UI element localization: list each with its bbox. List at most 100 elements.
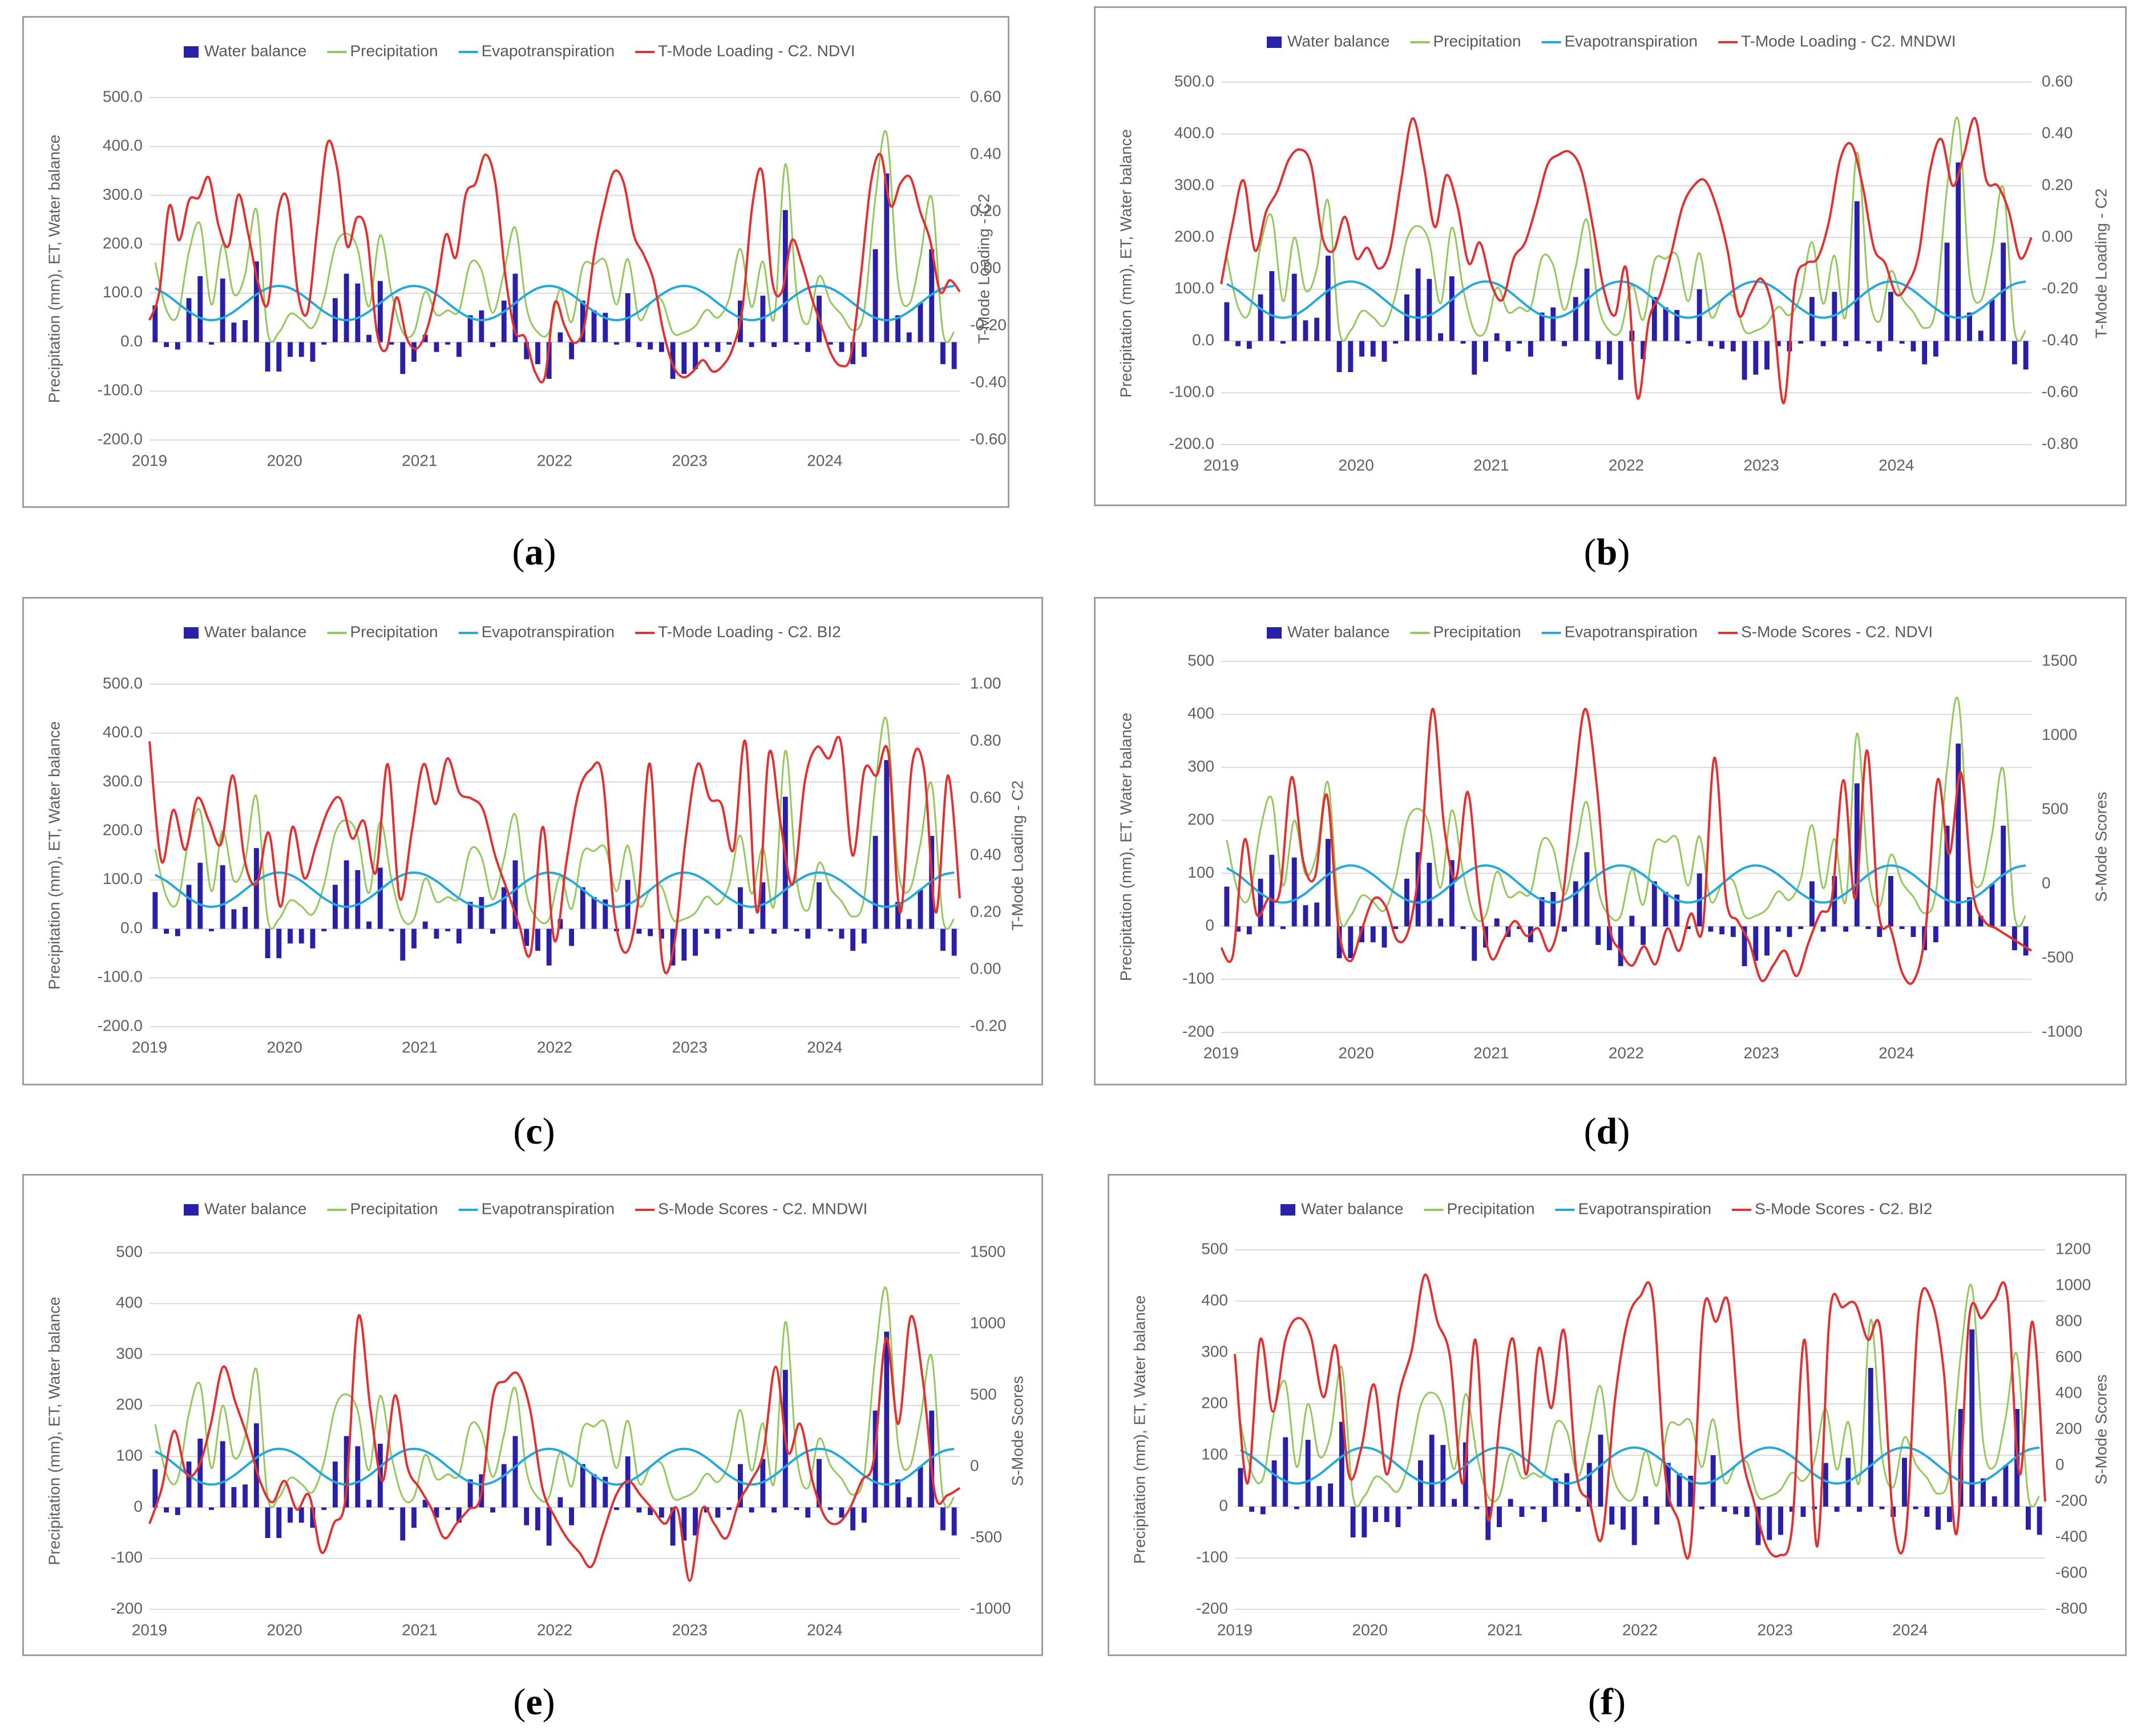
- water-balance-bar: [197, 862, 203, 929]
- water-balance-bar: [1359, 341, 1364, 357]
- water-balance-bar: [1899, 341, 1905, 344]
- x-tick-label: 2024: [807, 451, 842, 469]
- water-balance-bar: [253, 261, 259, 342]
- chart-svg-e: 5004003002001000-100-200150010005000-500…: [45, 1200, 1026, 1638]
- water-balance-bar: [512, 860, 518, 929]
- water-balance-bar: [839, 342, 845, 352]
- water-balance-bar: [1991, 1496, 1997, 1507]
- water-balance-bar: [535, 1507, 540, 1531]
- water-balance-bar: [591, 310, 597, 342]
- water-balance-bar: [2011, 926, 2017, 951]
- water-balance-bar: [1460, 341, 1466, 344]
- water-balance-bar: [918, 303, 923, 342]
- legend-water-balance-swatch: [184, 627, 199, 639]
- x-tick-label: 2019: [1217, 1621, 1253, 1638]
- y-tick-label: 0.0: [120, 919, 143, 936]
- water-balance-bar: [479, 310, 484, 342]
- water-balance-bar: [1415, 268, 1421, 341]
- x-tick-label: 2022: [1622, 1621, 1658, 1638]
- water-balance-bar: [298, 1507, 304, 1523]
- water-balance-bar: [659, 1507, 664, 1518]
- y-axis-title: Precipitation (mm), ET, Water balance: [45, 135, 63, 403]
- water-balance-bar: [794, 342, 799, 345]
- water-balance-bar: [1924, 1507, 1930, 1517]
- water-balance-bar: [670, 342, 676, 379]
- water-balance-bar: [1913, 1507, 1918, 1509]
- water-balance-bar: [1393, 341, 1399, 344]
- y-tick-label: 200: [1187, 810, 1214, 828]
- y-tick-label: 500.0: [1174, 72, 1214, 90]
- water-balance-bar: [535, 928, 540, 951]
- water-balance-bar: [1562, 341, 1567, 346]
- y2-tick-label: 0: [970, 1456, 979, 1474]
- water-balance-bar: [355, 1446, 361, 1508]
- chart-panel-b: 500.0 400.0 300.0 200.0 100.0 0.0 -100.0 -200.0…: [1094, 6, 2127, 506]
- water-balance-bar: [546, 928, 552, 966]
- x-tick-label: 2021: [1487, 1621, 1522, 1638]
- water-balance-bar: [1719, 341, 1725, 349]
- water-balance-bar: [861, 928, 867, 944]
- water-balance-bar: [1834, 1507, 1840, 1512]
- y2-tick-label: 1000: [970, 1314, 1005, 1331]
- y-tick-label: 200.0: [103, 821, 143, 839]
- precipitation-line: [1226, 696, 2027, 928]
- y2-tick-label: 0: [2055, 1455, 2065, 1473]
- chart-svg-b: 500.0 400.0 300.0 200.0 100.0 0.0 -100.0 -200.0…: [1117, 32, 2110, 474]
- water-balance-bar: [2011, 341, 2017, 365]
- water-balance-bar: [321, 1507, 327, 1510]
- water-balance-bar: [1936, 1507, 1941, 1530]
- water-balance-bar: [411, 342, 417, 362]
- legend-precipitation: Precipitation: [1447, 1200, 1535, 1217]
- water-balance-bar: [771, 1507, 777, 1513]
- water-balance-bar: [1946, 1507, 1952, 1522]
- y-axis-title: Precipitation (mm), ET, Water balance: [1117, 129, 1134, 397]
- caption-c: (c): [513, 1111, 555, 1152]
- water-balance-bar: [445, 342, 451, 345]
- water-balance-bar: [1370, 926, 1376, 943]
- water-balance-bar: [535, 342, 540, 365]
- water-balance-bar: [817, 1459, 822, 1508]
- water-balance-bar: [1303, 320, 1308, 341]
- y2-tick-label: 0.20: [970, 902, 1001, 920]
- water-balance-bar: [648, 1507, 653, 1515]
- water-balance-bar: [1823, 1463, 1828, 1507]
- y2-tick-label: 0: [2042, 874, 2051, 891]
- water-balance-bar: [1595, 341, 1601, 360]
- water-balance-bar: [1404, 294, 1409, 341]
- x-tick-label: 2022: [537, 1038, 572, 1056]
- y2-axis-title: T-Mode Loading - C2: [1008, 780, 1026, 930]
- water-balance-bar: [850, 342, 856, 365]
- water-balance-bar: [524, 1507, 530, 1525]
- water-balance-bar: [1767, 1507, 1772, 1540]
- water-balance-bar: [614, 1507, 619, 1510]
- y-tick-label: 0.0: [120, 332, 143, 350]
- water-balance-bar: [2025, 1507, 2031, 1530]
- y2-tick-label: 0.00: [970, 959, 1001, 977]
- water-balance-bar: [1325, 255, 1331, 341]
- water-balance-bar: [288, 342, 293, 357]
- water-balance-bar: [209, 1507, 214, 1510]
- water-balance-bar: [1899, 926, 1905, 929]
- water-balance-bar: [1663, 891, 1669, 927]
- chart-svg-a: 500.0 400.0 300.0 200.0 100.0 0.0 -100.0 -200.0…: [45, 42, 1006, 469]
- water-balance-bar: [1483, 341, 1488, 362]
- water-balance-bar: [355, 870, 361, 929]
- water-balance-bar: [1843, 341, 1849, 346]
- water-balance-bar: [1370, 341, 1376, 357]
- water-balance-bar: [1742, 926, 1747, 966]
- water-balance-bar: [175, 928, 180, 936]
- y2-tick-label: -0.20: [970, 1016, 1007, 1034]
- water-balance-bar: [1944, 825, 1950, 927]
- water-balance-bar: [1877, 926, 1883, 937]
- legend-water-balance: Water balance: [1287, 32, 1390, 50]
- legend-water-balance: Water balance: [1287, 623, 1390, 640]
- water-balance-bar: [1598, 1435, 1603, 1507]
- legend-water-balance-swatch: [184, 46, 199, 58]
- water-balance-bar: [1573, 881, 1578, 927]
- evapotranspiration-line: [154, 284, 955, 322]
- y2-tick-label: 600: [2055, 1347, 2082, 1365]
- water-balance-bar: [951, 928, 957, 956]
- water-balance-bar: [1609, 1507, 1615, 1525]
- water-balance-bar: [321, 342, 327, 345]
- chart-panel-f: 500 400 300 200 100 0 -100 -200 1200 1000 800 600 40…: [1108, 1174, 2127, 1656]
